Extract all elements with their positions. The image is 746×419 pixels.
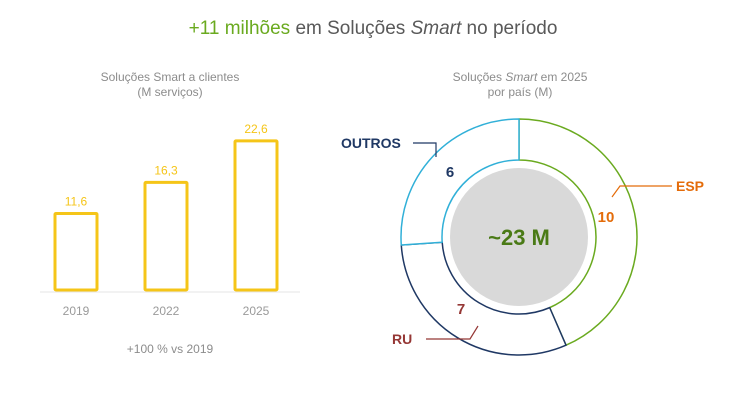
leader-line	[413, 142, 437, 157]
headline-italic: Smart	[410, 18, 462, 39]
donut-value-label: 7	[457, 301, 465, 318]
headline-part1: em Soluções	[290, 18, 411, 39]
donut-subtitle-pre: Soluções	[452, 70, 506, 84]
headline: +11 milhões em Soluções Smart no período	[0, 18, 746, 40]
headline-highlight: +11 milhões	[188, 18, 291, 39]
headline-part2: no período	[461, 18, 558, 39]
x-tick-label: 2025	[243, 304, 270, 318]
bar-value-label: 22,6	[244, 122, 268, 136]
leader-line	[426, 325, 479, 340]
donut-chart-subtitle: Soluções Smart em 2025 por país (M)	[390, 70, 650, 100]
x-tick-label: 2022	[153, 304, 180, 318]
donut-segment-esp	[518, 118, 638, 346]
donut-segment-outros	[400, 118, 520, 246]
bar-value-label: 16,3	[154, 163, 178, 177]
bar-2025	[233, 139, 279, 292]
bar-2022	[143, 180, 189, 292]
bar-subtitle-line2: (M serviços)	[137, 85, 203, 99]
donut-center	[450, 168, 588, 306]
donut-category-label: ESP	[676, 178, 704, 194]
donut-subtitle-line2: por país (M)	[487, 85, 553, 99]
donut-center-label: ~23 M	[488, 225, 550, 250]
bar-value-label: 11,6	[65, 194, 88, 208]
donut-value-label: 6	[446, 164, 454, 181]
bar-chart-subtitle: Soluções Smart a clientes (M serviços)	[40, 70, 300, 100]
bar-subtitle-line1: Soluções Smart a clientes	[100, 70, 240, 84]
x-tick-label: 2019	[63, 304, 90, 318]
donut-subtitle-post: em 2025	[537, 70, 588, 84]
donut-value-label: 10	[598, 209, 615, 226]
donut-subtitle-line1: Soluções Smart em 2025	[390, 70, 650, 85]
donut-category-label: OUTROS	[341, 135, 401, 151]
donut-category-label: RU	[392, 331, 412, 347]
donut-subtitle-italic: Smart	[505, 70, 538, 84]
leader-line	[611, 185, 672, 198]
donut-chart: ~23 M 10 7 6 ESP RU OUTROS	[341, 118, 704, 356]
bar-chart-footnote: +100 % vs 2019	[126, 342, 214, 356]
bar-2019	[53, 211, 99, 292]
bar-chart: 11,6 2019 16,3 2022 22,6 2025	[40, 122, 300, 318]
